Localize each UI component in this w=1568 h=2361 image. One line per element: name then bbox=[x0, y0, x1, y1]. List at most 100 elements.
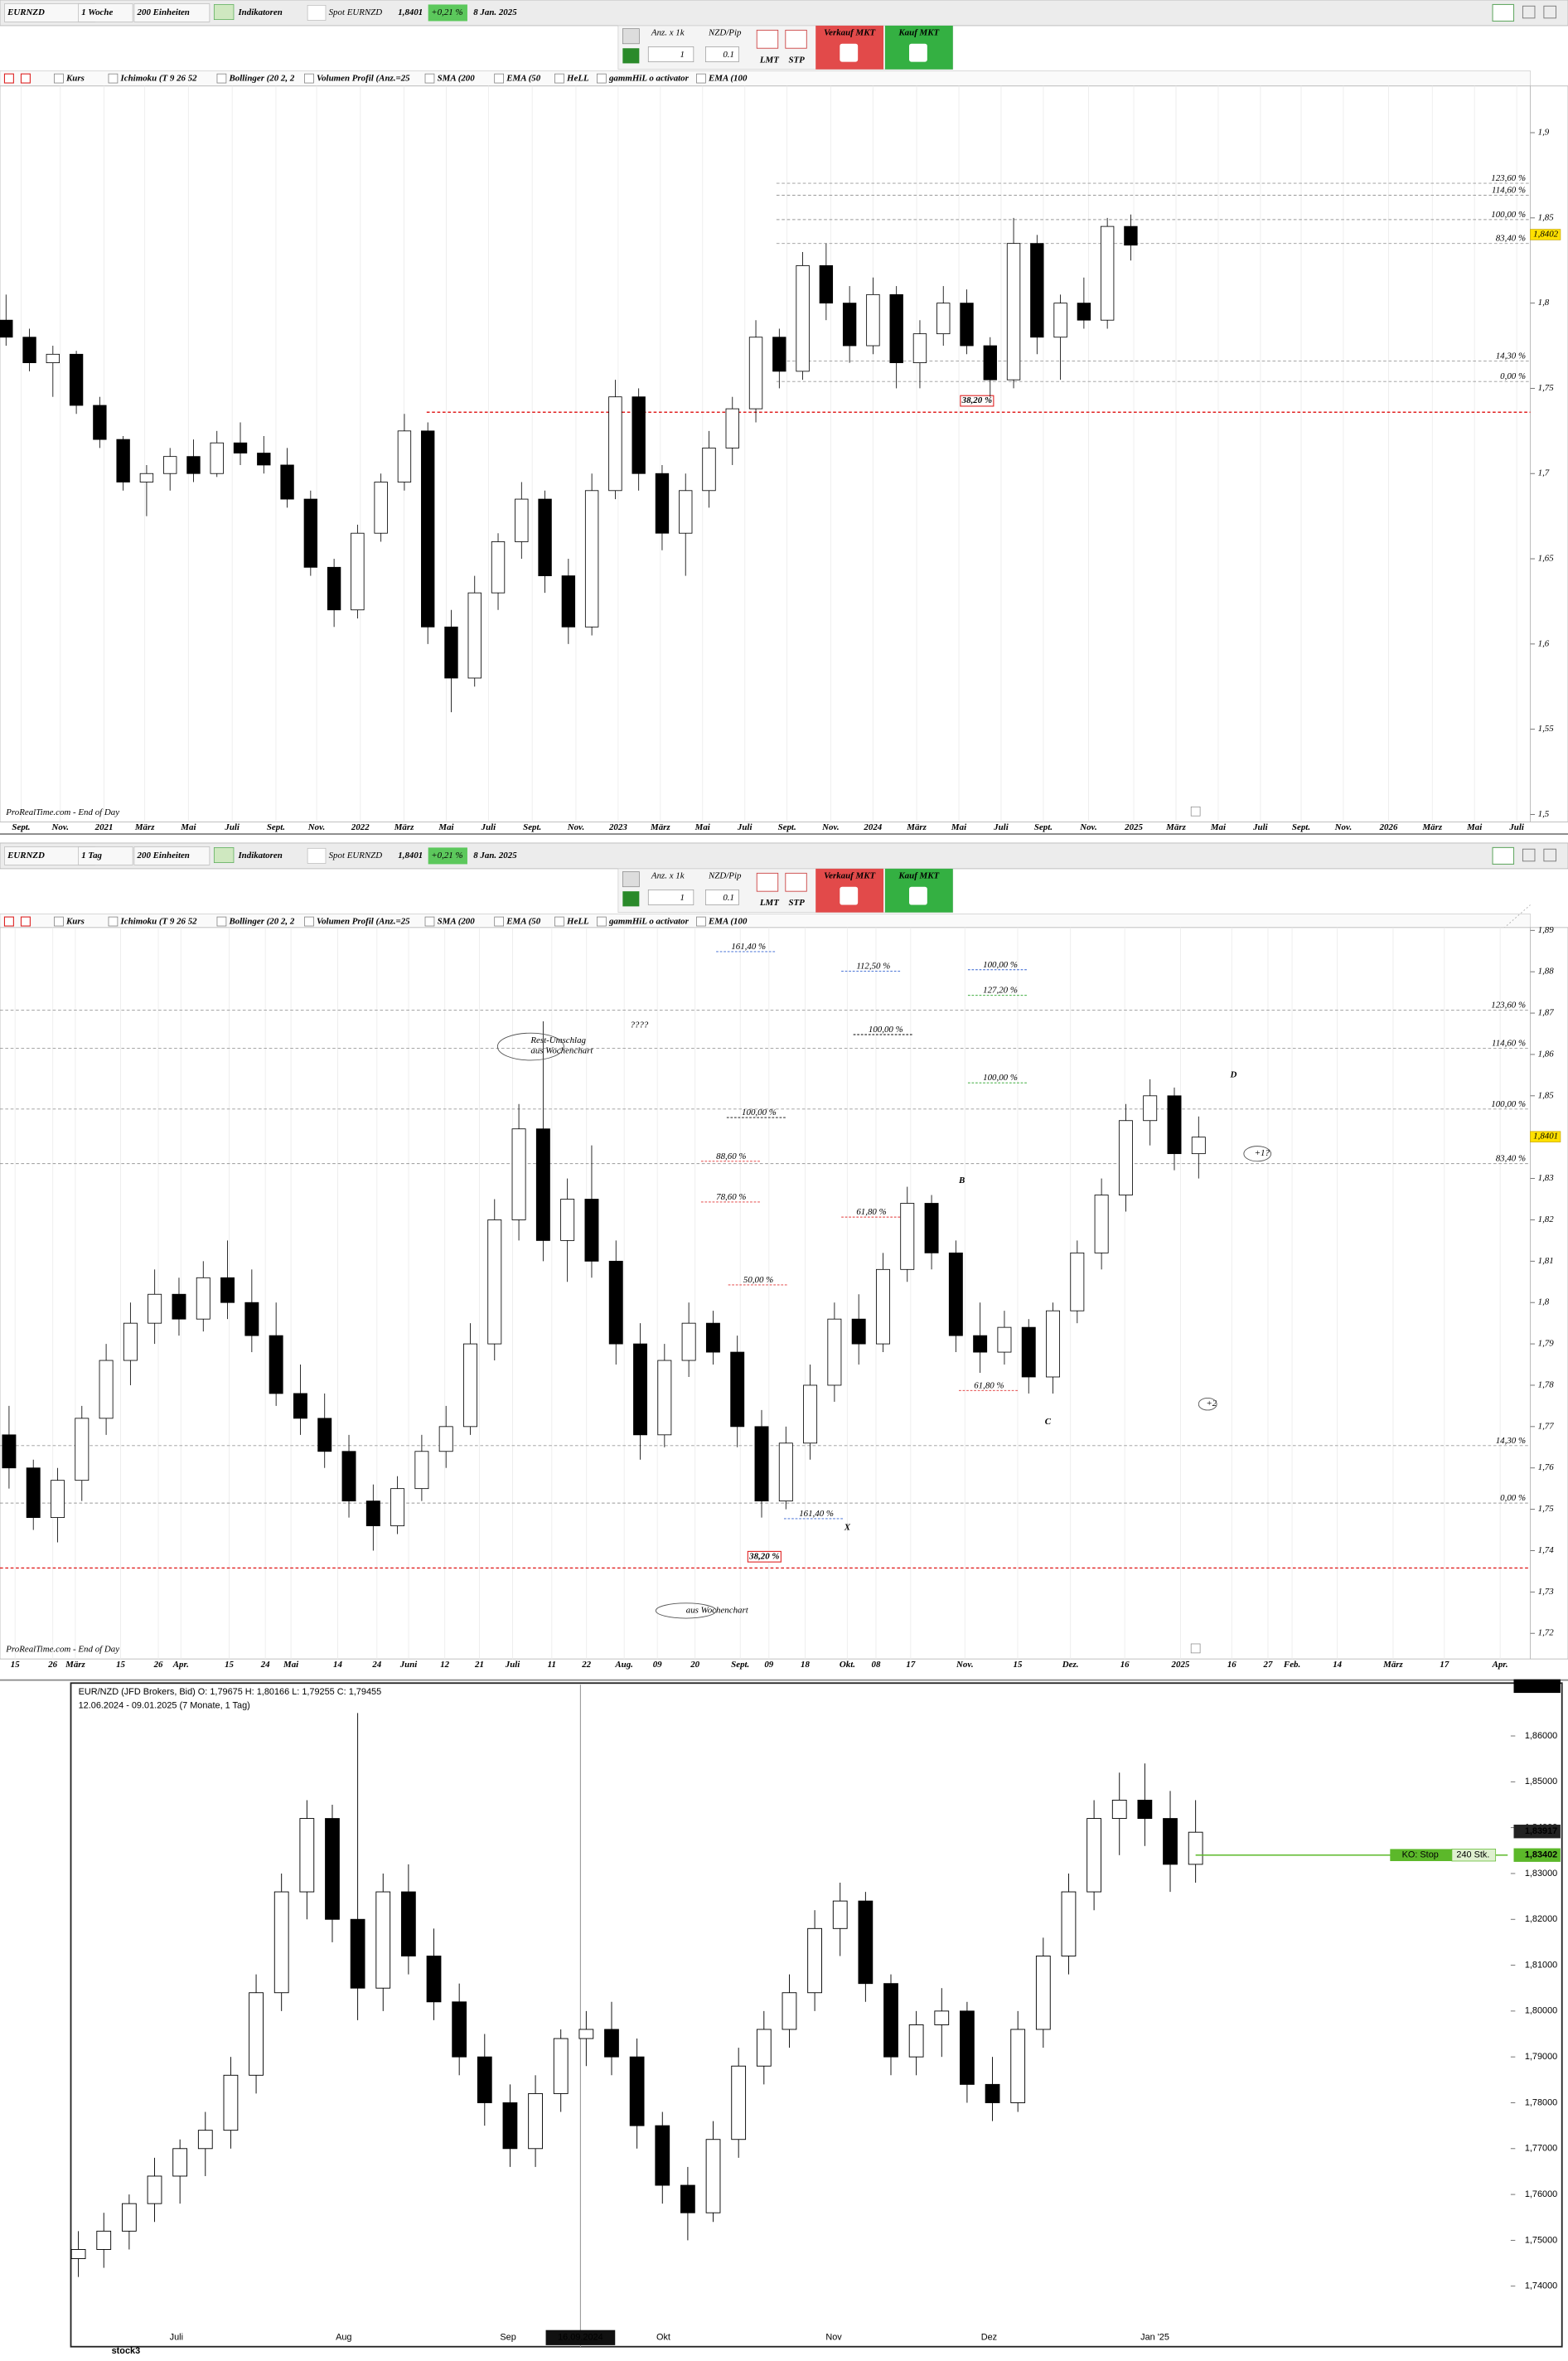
indicator-checkbox[interactable] bbox=[494, 916, 504, 927]
candle-body bbox=[655, 2125, 670, 2186]
close-button[interactable] bbox=[1543, 5, 1556, 19]
x-tick-label: Juli bbox=[1508, 822, 1524, 832]
x-tick-label: 12 bbox=[440, 1660, 449, 1670]
indicators-button[interactable]: Indikatoren bbox=[237, 851, 282, 861]
indicator-label[interactable]: EMA (50 bbox=[506, 917, 540, 927]
indicator-checkbox[interactable] bbox=[494, 73, 504, 84]
indicator-checkbox[interactable] bbox=[216, 916, 227, 927]
candle-body bbox=[99, 1360, 114, 1419]
indicator-checkbox[interactable] bbox=[696, 916, 706, 927]
sync-icon[interactable] bbox=[1492, 846, 1515, 865]
indicator-label[interactable]: Kurs bbox=[65, 74, 85, 84]
qty-input[interactable] bbox=[647, 46, 694, 62]
spot-icon bbox=[307, 5, 327, 21]
min-button[interactable] bbox=[1522, 5, 1536, 19]
indicator-label[interactable]: gammHiL o activator bbox=[608, 917, 690, 927]
stp-icon[interactable] bbox=[785, 29, 807, 49]
indicator-label[interactable]: gammHiL o activator bbox=[608, 74, 690, 84]
remove-icon[interactable] bbox=[20, 916, 31, 927]
sell-label[interactable]: Verkauf MKT bbox=[824, 28, 876, 38]
indicator-label[interactable]: Kurs bbox=[65, 917, 85, 927]
indicator-checkbox[interactable] bbox=[54, 916, 64, 927]
x-tick-label: Mai bbox=[951, 822, 966, 832]
candle-body bbox=[604, 2029, 619, 2058]
indicator-checkbox[interactable] bbox=[54, 73, 64, 84]
candle-body bbox=[725, 408, 739, 448]
stp-label[interactable]: STP bbox=[788, 55, 805, 65]
interval-select[interactable]: 1 Tag bbox=[81, 851, 102, 861]
units-select-box[interactable] bbox=[133, 846, 211, 865]
qty-input[interactable] bbox=[647, 889, 694, 905]
indicator-label[interactable]: EMA (100 bbox=[708, 74, 748, 84]
indicator-label[interactable]: HeLL bbox=[566, 74, 589, 84]
y-tick-label: 1,65 bbox=[1538, 554, 1555, 564]
lmt-label[interactable]: LMT bbox=[759, 55, 780, 65]
sell-label[interactable]: Verkauf MKT bbox=[824, 870, 876, 880]
indicator-label[interactable]: Bollinger (20 2, 2 bbox=[229, 917, 295, 927]
indicator-label[interactable]: Bollinger (20 2, 2 bbox=[229, 74, 295, 84]
indicator-checkbox[interactable] bbox=[424, 73, 435, 84]
candle-body bbox=[629, 2056, 645, 2126]
symbol-select[interactable]: EURNZD bbox=[7, 7, 45, 17]
indicator-label[interactable]: Ichimoku (T 9 26 52 bbox=[120, 917, 198, 927]
indicator-label[interactable]: Volumen Profil (Anz.=25 bbox=[317, 74, 410, 84]
sync-icon[interactable] bbox=[1492, 3, 1515, 22]
indicator-label[interactable]: SMA (200 bbox=[438, 74, 476, 84]
candle-body bbox=[756, 2029, 772, 2067]
chart-title: EUR/NZD (JFD Brokers, Bid) O: 1,79675 H:… bbox=[79, 1687, 382, 1697]
candle-body bbox=[414, 1451, 429, 1490]
units-select[interactable]: 200 Einheiten bbox=[137, 851, 190, 861]
candle-body bbox=[96, 2230, 112, 2250]
interval-select[interactable]: 1 Woche bbox=[81, 7, 113, 17]
pip-input bbox=[705, 46, 739, 62]
y-tick-label: 1,8 bbox=[1538, 1297, 1550, 1307]
indicator-label[interactable]: SMA (200 bbox=[438, 917, 476, 927]
lmt-icon[interactable] bbox=[756, 29, 779, 49]
lmt-label[interactable]: LMT bbox=[759, 898, 780, 908]
indicator-label[interactable]: Ichimoku (T 9 26 52 bbox=[120, 74, 198, 84]
indicator-checkbox[interactable] bbox=[696, 73, 706, 84]
indicator-checkbox[interactable] bbox=[216, 73, 227, 84]
add-icon[interactable] bbox=[3, 916, 14, 927]
units-select-box[interactable] bbox=[133, 3, 211, 22]
x-tick-label: Juli bbox=[1252, 822, 1268, 832]
remove-icon[interactable] bbox=[20, 73, 31, 84]
candle-body bbox=[269, 1335, 283, 1394]
candle-body bbox=[463, 1343, 477, 1428]
x-tick-label: Sept. bbox=[731, 1660, 749, 1670]
indicator-label[interactable]: HeLL bbox=[566, 917, 589, 927]
indicator-checkbox[interactable] bbox=[108, 916, 119, 927]
close-button[interactable] bbox=[1543, 848, 1556, 862]
candle-body bbox=[502, 2102, 518, 2150]
symbol-select[interactable]: EURNZD bbox=[7, 851, 45, 861]
interval-select-box[interactable] bbox=[78, 846, 133, 865]
add-icon[interactable] bbox=[3, 73, 14, 84]
buy-label[interactable]: Kauf MKT bbox=[898, 870, 940, 880]
indicator-checkbox[interactable] bbox=[424, 916, 435, 927]
candle-body bbox=[827, 1318, 842, 1386]
indicator-checkbox[interactable] bbox=[597, 73, 607, 84]
fib-level-box bbox=[960, 395, 995, 407]
indicator-checkbox[interactable] bbox=[554, 73, 564, 84]
x-tick-label: 15 bbox=[116, 1660, 125, 1670]
indicator-checkbox[interactable] bbox=[554, 916, 564, 927]
lmt-icon[interactable] bbox=[756, 872, 779, 892]
x-tick-label: Aug. bbox=[614, 1660, 633, 1670]
min-button[interactable] bbox=[1522, 848, 1536, 862]
indicator-checkbox[interactable] bbox=[304, 73, 314, 84]
indicator-label[interactable]: EMA (100 bbox=[708, 917, 748, 927]
buy-label[interactable]: Kauf MKT bbox=[898, 28, 940, 38]
candle-body bbox=[679, 490, 693, 534]
indicators-button[interactable]: Indikatoren bbox=[237, 7, 282, 17]
chart-note: ???? bbox=[630, 1021, 648, 1030]
indicator-checkbox[interactable] bbox=[597, 916, 607, 927]
interval-select-box[interactable] bbox=[78, 3, 133, 22]
indicator-label[interactable]: Volumen Profil (Anz.=25 bbox=[317, 917, 410, 927]
indicator-checkbox[interactable] bbox=[108, 73, 119, 84]
chart-note: 100,00 % bbox=[742, 1108, 777, 1117]
stp-icon[interactable] bbox=[785, 872, 807, 892]
units-select[interactable]: 200 Einheiten bbox=[137, 7, 190, 17]
stp-label[interactable]: STP bbox=[788, 898, 805, 908]
indicator-label[interactable]: EMA (50 bbox=[506, 74, 540, 84]
indicator-checkbox[interactable] bbox=[304, 916, 314, 927]
